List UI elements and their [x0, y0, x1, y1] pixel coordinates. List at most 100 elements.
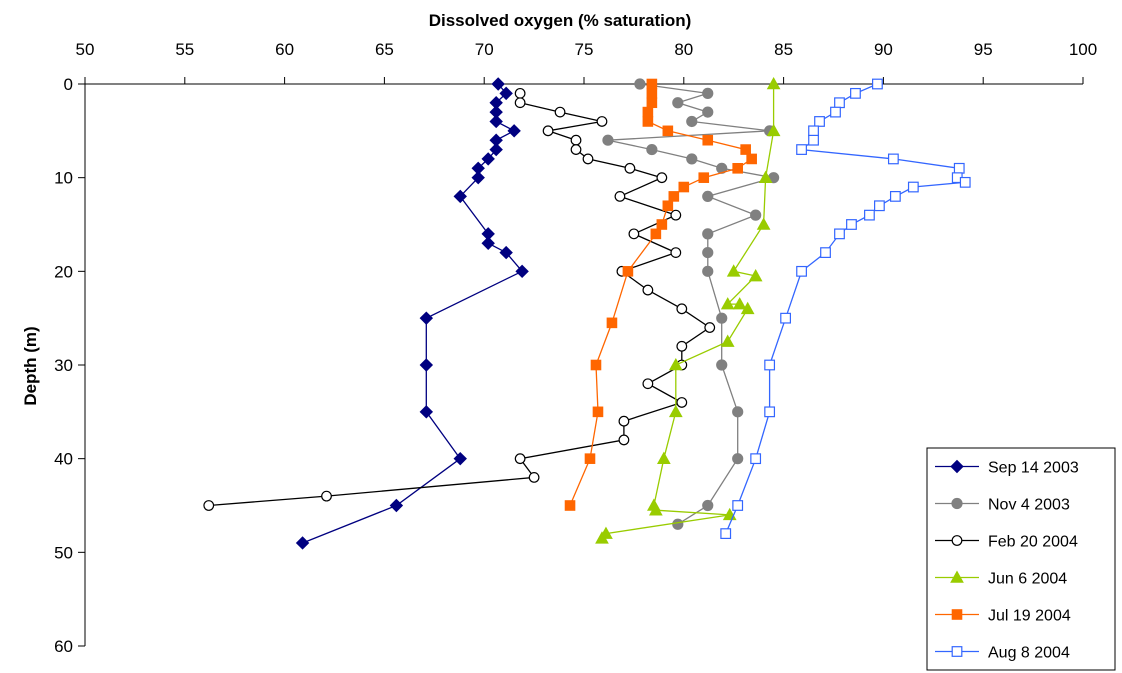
data-point: [618, 415, 630, 427]
legend-box: [926, 447, 1116, 671]
data-point: [808, 134, 819, 146]
y-tick-label: 40: [54, 450, 73, 469]
data-point: [716, 359, 728, 371]
data-point: [808, 125, 819, 137]
data-point: [726, 264, 741, 277]
legend-item: Jun 6 2004: [935, 570, 1067, 588]
x-tick-label: 70: [475, 40, 494, 59]
data-point: [614, 190, 626, 202]
data-point: [676, 397, 688, 408]
data-point: [570, 144, 582, 155]
data-point: [872, 78, 883, 90]
legend-marker: [951, 497, 963, 510]
legend-marker: [951, 646, 963, 657]
x-tick-label: 55: [175, 40, 194, 59]
data-point: [499, 86, 513, 101]
data-point: [834, 228, 845, 240]
y-axis-title: Depth (m): [21, 326, 40, 405]
series-line: [607, 83, 774, 525]
data-point: [596, 116, 608, 127]
data-point: [542, 125, 554, 137]
data-point: [515, 264, 529, 279]
series-5: [564, 78, 757, 511]
x-tick-label: 100: [1069, 40, 1097, 59]
x-tick-label: 75: [575, 40, 594, 59]
data-point: [750, 209, 762, 221]
x-tick-label: 90: [874, 40, 893, 59]
y-tick-label: 10: [54, 169, 73, 188]
x-tick-label: 50: [76, 40, 95, 59]
data-point: [642, 378, 654, 390]
legend-item: Feb 20 2004: [935, 534, 1078, 551]
data-point: [732, 406, 744, 418]
data-point: [732, 163, 743, 174]
y-tick-label: 30: [54, 356, 73, 375]
data-point: [656, 451, 671, 464]
data-point: [584, 453, 596, 464]
data-point: [887, 153, 899, 165]
legend-marker: [951, 609, 963, 620]
x-tick-label: 60: [275, 40, 294, 59]
legend-marker: [951, 535, 963, 546]
data-point: [672, 518, 684, 530]
data-point: [295, 536, 310, 550]
data-point: [846, 219, 857, 230]
data-point: [453, 451, 467, 466]
data-point: [756, 217, 771, 230]
data-point: [618, 434, 630, 446]
data-point: [628, 228, 640, 240]
data-point: [646, 97, 658, 109]
data-point: [590, 359, 602, 371]
legend-label: Jun 6 2004: [988, 571, 1067, 588]
data-point: [750, 453, 762, 465]
data-point: [720, 528, 732, 539]
data-point: [702, 499, 714, 512]
data-point: [471, 170, 485, 185]
data-point: [662, 125, 674, 137]
data-point: [668, 404, 683, 418]
legend-item: Sep 14 2003: [935, 460, 1079, 477]
x-tick-label: 85: [774, 40, 793, 59]
data-point: [766, 76, 781, 90]
data-point: [698, 172, 710, 183]
data-point: [702, 87, 714, 99]
axes: 50 55 60 65 70 75 80 85 90 95 100 0 10 20 30 40 50 60: [54, 40, 1097, 656]
data-point: [720, 297, 735, 310]
data-point: [720, 334, 735, 347]
data-point: [507, 124, 521, 138]
data-point: [642, 106, 654, 118]
data-point: [499, 245, 513, 260]
data-point: [646, 78, 658, 90]
data-point: [668, 357, 683, 371]
series-3: [203, 87, 716, 511]
data-point: [419, 405, 434, 419]
data-point: [624, 162, 636, 174]
data-point: [514, 97, 526, 109]
series-4: [595, 76, 781, 544]
data-point: [642, 284, 654, 296]
data-point: [481, 236, 495, 250]
data-point: [528, 472, 540, 483]
legend-label: Jul 19 2004: [988, 608, 1071, 625]
legend-label: Feb 20 2004: [988, 534, 1078, 551]
data-point: [602, 134, 614, 146]
data-point: [606, 317, 618, 329]
data-point: [850, 87, 861, 99]
data-point: [650, 228, 662, 240]
data-point: [595, 531, 609, 544]
data-point: [796, 265, 807, 277]
y-tick-label: 60: [54, 637, 73, 656]
series-2: [602, 78, 780, 530]
data-point: [953, 162, 965, 174]
data-point: [796, 144, 807, 155]
data-point: [646, 88, 658, 99]
data-point: [453, 189, 467, 204]
data-point: [642, 116, 654, 127]
data-point: [702, 265, 714, 277]
data-point: [481, 152, 495, 166]
series-line: [208, 93, 711, 507]
data-point: [764, 359, 776, 371]
data-point: [564, 500, 576, 511]
legend-item: Aug 8 2004: [935, 645, 1070, 662]
data-point: [746, 153, 757, 165]
